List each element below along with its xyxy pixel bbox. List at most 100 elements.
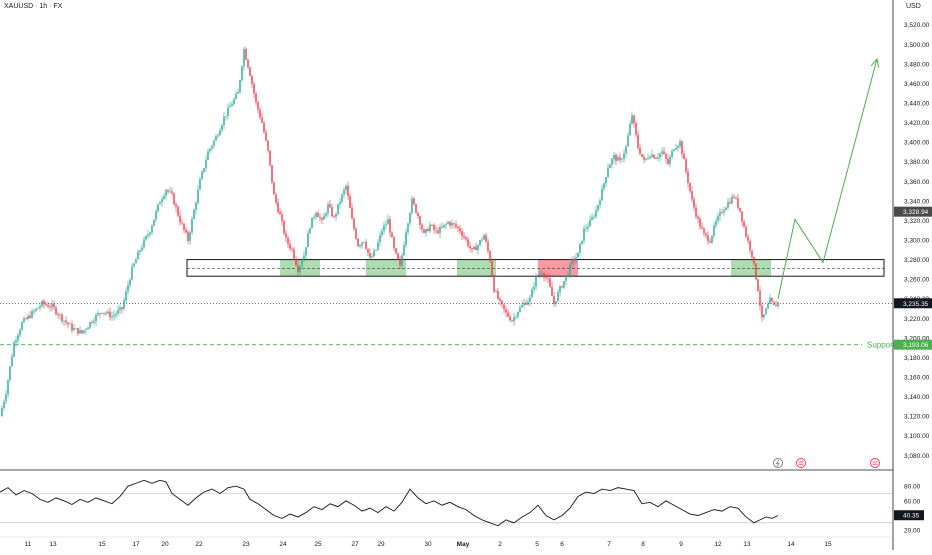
- candle-body: [615, 154, 617, 161]
- candle-body: [417, 212, 419, 217]
- current-price-label: 3,235.35: [903, 301, 929, 308]
- candle-body: [601, 188, 603, 201]
- candle-body: [27, 315, 29, 320]
- candle-body: [633, 115, 635, 124]
- candle-body: [621, 158, 623, 160]
- candle-body: [313, 217, 315, 218]
- candle-body: [343, 189, 345, 195]
- candle-body: [59, 314, 61, 316]
- candle-body: [77, 328, 79, 334]
- candle-body: [141, 247, 143, 251]
- candle-body: [347, 185, 349, 197]
- y-tick-label: 3,360.00: [904, 179, 930, 186]
- candle-body: [171, 191, 173, 194]
- currency-label: USD: [906, 3, 921, 10]
- candle-body: [453, 223, 455, 225]
- candle-body: [437, 230, 439, 234]
- candle-body: [161, 199, 163, 203]
- candle-body: [643, 156, 645, 160]
- candle-body: [667, 158, 669, 164]
- candle-body: [349, 196, 351, 208]
- candle-body: [117, 309, 119, 314]
- candle-body: [339, 201, 341, 205]
- candle-body: [335, 214, 337, 217]
- candle-body: [97, 313, 99, 315]
- candle-body: [661, 151, 663, 154]
- candle-body: [373, 250, 375, 257]
- candle-body: [17, 335, 19, 341]
- candle-body: [375, 249, 377, 251]
- candle-body: [599, 200, 601, 205]
- candle-body: [571, 259, 573, 264]
- candle-body: [371, 256, 373, 258]
- projection-arrowhead: [870, 57, 880, 68]
- candle-body: [477, 245, 479, 251]
- candle-body: [773, 301, 775, 305]
- candle-body: [559, 286, 561, 293]
- x-tick-label: 25: [314, 541, 322, 548]
- candle-body: [595, 210, 597, 217]
- support-text: Support: [867, 341, 896, 350]
- candle-body: [85, 329, 87, 331]
- candle-body: [41, 300, 43, 307]
- support-price-label: 3,193.06: [903, 342, 929, 349]
- candle-body: [719, 212, 721, 216]
- candle-body: [299, 265, 301, 273]
- candle-body: [241, 66, 243, 81]
- candle-body: [129, 279, 131, 286]
- candle-body: [467, 239, 469, 246]
- candle-body: [281, 214, 283, 221]
- candle-body: [147, 234, 149, 237]
- candle-body: [655, 158, 657, 159]
- candle-body: [541, 273, 543, 275]
- candle-body: [715, 220, 717, 226]
- candle-body: [771, 297, 773, 302]
- candle-body: [651, 154, 653, 157]
- candle-body: [411, 198, 413, 213]
- candle-body: [197, 189, 199, 203]
- candle-body: [605, 177, 607, 184]
- candle-body: [19, 329, 21, 336]
- candle-body: [399, 259, 401, 266]
- candle-body: [89, 322, 91, 328]
- candle-body: [91, 322, 93, 323]
- candle-body: [187, 232, 189, 241]
- candle-body: [511, 320, 513, 322]
- candle-body: [69, 323, 71, 325]
- candle-body: [581, 240, 583, 244]
- candle-body: [337, 204, 339, 215]
- candle-body: [479, 240, 481, 246]
- candle-body: [119, 307, 121, 310]
- candle-body: [87, 327, 89, 330]
- y-tick-label: 3,380.00: [904, 159, 930, 166]
- candle-body: [205, 160, 207, 169]
- candle-body: [63, 320, 65, 322]
- candle-body: [443, 224, 445, 228]
- candle-body: [221, 124, 223, 131]
- candle-body: [553, 296, 555, 304]
- candle-body: [57, 314, 59, 316]
- candle-body: [473, 246, 475, 250]
- x-tick-label: 5: [535, 541, 539, 548]
- candle-body: [55, 307, 57, 315]
- candle-body: [35, 308, 37, 311]
- candle-body: [261, 117, 263, 123]
- candle-body: [203, 168, 205, 172]
- candle-body: [573, 259, 575, 261]
- candle-body: [729, 202, 731, 204]
- candle-body: [345, 185, 347, 190]
- candle-body: [359, 245, 361, 247]
- candle-body: [725, 207, 727, 211]
- candle-body: [189, 232, 191, 241]
- candle-body: [33, 310, 35, 312]
- y-tick-label: 3,080.00: [904, 453, 930, 460]
- candle-body: [181, 222, 183, 224]
- candle-body: [717, 215, 719, 221]
- x-tick-label: 30: [424, 541, 432, 548]
- candle-body: [519, 307, 521, 312]
- candle-body: [15, 340, 17, 343]
- candle-body: [445, 223, 447, 225]
- candle-body: [311, 217, 313, 229]
